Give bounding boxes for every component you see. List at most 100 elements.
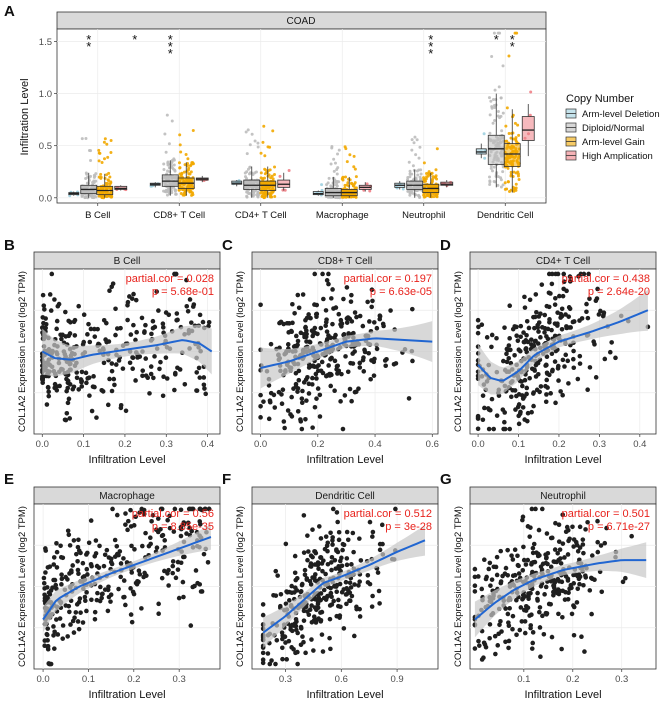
panel-g-point	[552, 547, 558, 552]
panel-c-point	[406, 396, 412, 401]
panel-b-point	[150, 325, 156, 331]
panel-f-point	[341, 542, 347, 548]
panel-b-point	[174, 317, 179, 323]
panel-a-point	[488, 183, 492, 187]
panel-f-point	[338, 604, 343, 610]
panel-d-point	[494, 413, 500, 418]
panel-g-point	[575, 586, 581, 592]
panel-f-point	[301, 550, 307, 555]
panel-c-point	[293, 384, 299, 389]
panel-e-point	[121, 578, 127, 583]
panel-e-point	[162, 568, 167, 574]
panel-e-xtick-label: 0.3	[173, 674, 186, 685]
panel-d-point	[553, 400, 558, 406]
panel-a-point	[327, 176, 331, 180]
panel-g-point	[623, 575, 628, 581]
panel-e-point	[45, 565, 51, 570]
panel-b-point	[84, 380, 89, 386]
panel-d-point	[533, 292, 539, 297]
panel-f-point	[357, 579, 362, 584]
panel-g-point	[531, 559, 536, 565]
panel-e-point	[187, 525, 192, 531]
panel-f-point	[279, 630, 285, 635]
panel-a-point	[335, 181, 339, 185]
panel-c-point	[350, 351, 355, 356]
panel-f-point	[275, 573, 280, 578]
panel-d-point	[533, 338, 538, 344]
panel-d-xlabel: Infiltration Level	[524, 454, 601, 466]
panel-e-point	[141, 507, 147, 513]
panel-a-point	[489, 164, 493, 168]
panel-d-point	[558, 389, 563, 394]
panel-d-point	[585, 387, 590, 393]
panel-b-point	[105, 402, 111, 408]
panel-e-point	[65, 634, 70, 639]
panel-a-point	[499, 185, 503, 189]
panel-b-point	[194, 370, 200, 375]
panel-d-xtick-label: 0.3	[593, 439, 606, 450]
panel-a-box	[503, 143, 521, 167]
panel-f-point	[312, 605, 318, 610]
panel-d-point	[518, 334, 523, 340]
panel-f-point	[289, 622, 295, 628]
panel-g-point	[506, 645, 511, 651]
panel-d-point	[575, 376, 581, 382]
panel-a-point	[408, 172, 412, 176]
panel-d-point	[609, 340, 614, 345]
panel-g-point	[543, 555, 549, 561]
panel-g-point	[521, 544, 526, 550]
panel-g-point	[545, 550, 551, 556]
panel-d-point	[515, 338, 521, 343]
panel-c-point	[311, 329, 316, 334]
panel-d-point	[530, 391, 536, 396]
panel-g-point	[520, 568, 526, 573]
panel-e-point	[60, 555, 66, 561]
panel-a-ytick-label: 1.0	[39, 89, 52, 100]
panel-e-point	[100, 591, 105, 597]
panel-d-point	[512, 388, 518, 393]
panel-b-point	[196, 365, 202, 371]
panel-f-point	[321, 587, 327, 593]
panel-c-point	[281, 321, 286, 327]
panel-b-point	[125, 317, 130, 323]
panel-a-point	[417, 156, 421, 160]
panel-e-point	[185, 520, 191, 526]
panel-a-point	[506, 180, 510, 184]
panel-e-point	[75, 544, 81, 550]
panel-a-point	[435, 195, 439, 199]
panel-g-point	[491, 564, 497, 570]
panel-e-point	[123, 602, 128, 608]
panel-f-point	[339, 589, 345, 595]
panel-a-plot-area	[56, 28, 547, 204]
panel-c-point	[290, 301, 295, 307]
panel-f-point	[377, 541, 383, 547]
panel-f-point	[332, 558, 338, 563]
panel-c-point	[348, 299, 354, 304]
panel-d-point	[475, 413, 481, 419]
panel-f-point	[284, 657, 290, 662]
panel-g-point	[486, 566, 492, 572]
panel-a-point	[332, 157, 336, 161]
panel-e-point	[189, 506, 195, 512]
panel-f-point	[278, 591, 284, 597]
panel-g-point	[522, 619, 528, 624]
panel-a-point	[491, 121, 495, 125]
panel-c-point	[368, 376, 373, 382]
panel-b-point	[52, 381, 58, 387]
panel-d-point	[536, 329, 541, 334]
panel-f-point	[329, 567, 334, 573]
panel-a-significance: **	[86, 32, 91, 54]
panel-a-point	[408, 191, 412, 195]
panel-a-point	[109, 180, 113, 184]
panel-c-point	[332, 335, 337, 341]
panel-d-point	[516, 421, 522, 427]
panel-f-point	[289, 645, 294, 650]
panel-d-point	[529, 366, 535, 372]
panel-f-point	[260, 602, 266, 607]
panel-a-point	[248, 143, 252, 147]
panel-d-point	[502, 419, 507, 425]
panel-e-point	[59, 576, 65, 582]
panel-g-point	[523, 562, 529, 567]
panel-b-point	[163, 355, 169, 360]
panel-a-point	[244, 175, 248, 179]
